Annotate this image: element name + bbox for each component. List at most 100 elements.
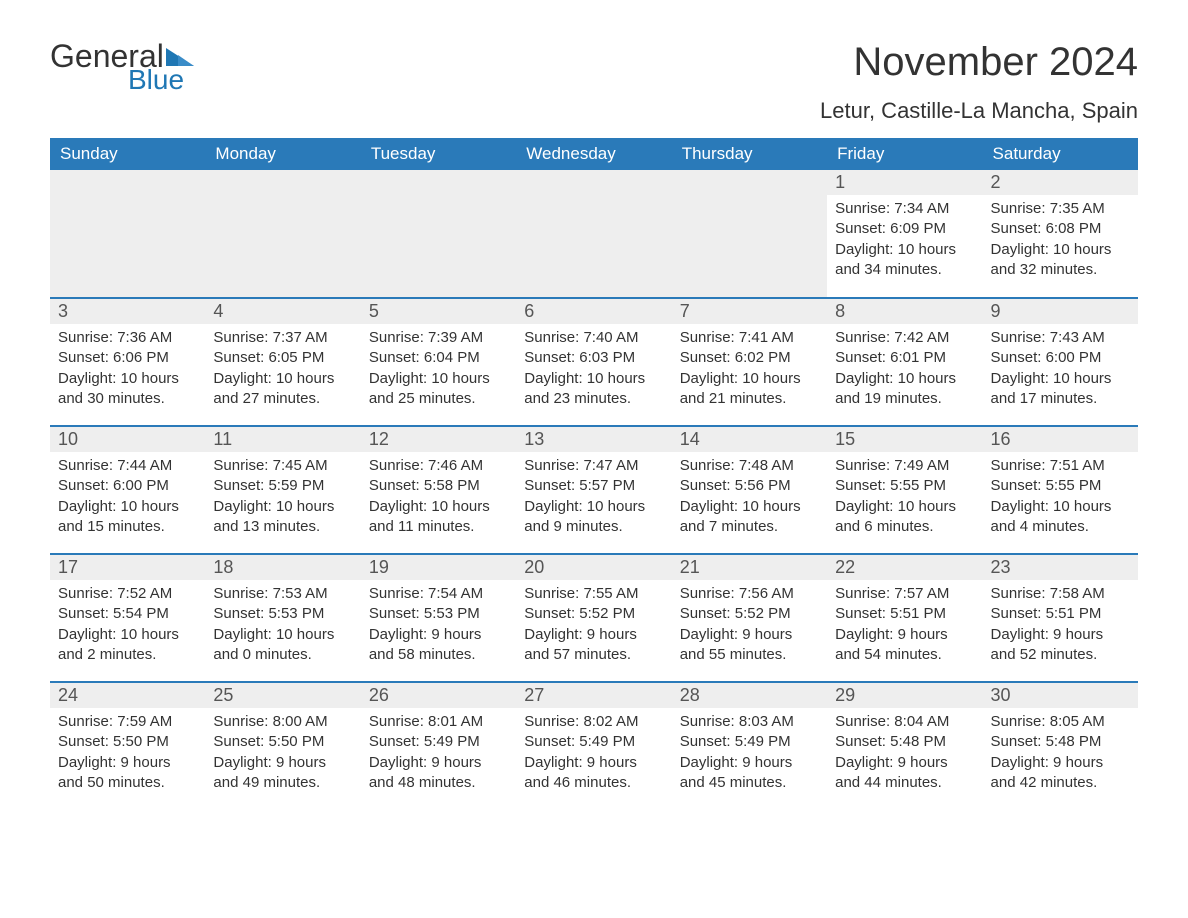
day-number: 11 [205,427,360,452]
sunset-line: Sunset: 6:08 PM [991,220,1102,237]
day-content: Sunrise: 7:57 AMSunset: 5:51 PMDaylight:… [827,580,982,679]
daylight-line: Daylight: 9 hoursand 55 minutes. [680,626,793,663]
day-content: Sunrise: 7:54 AMSunset: 5:53 PMDaylight:… [361,580,516,679]
calendar-week: 24Sunrise: 7:59 AMSunset: 5:50 PMDayligh… [50,682,1138,810]
sunrise-line: Sunrise: 7:57 AM [835,585,949,602]
header-row: General Blue November 2024 [50,40,1138,94]
day-content: Sunrise: 7:43 AMSunset: 6:00 PMDaylight:… [983,324,1138,423]
day-number: 25 [205,683,360,708]
day-content: Sunrise: 7:37 AM Sunset: 6:05 PM Daylight:… [205,324,360,423]
calendar-day: 21Sunrise: 7:56 AMSunset: 5:52 PMDayligh… [672,554,827,682]
day-content: Sunrise: 7:59 AMSunset: 5:50 PMDaylight:… [50,708,205,807]
day-content: Sunrise: 8:00 AMSunset: 5:50 PMDaylight:… [205,708,360,807]
sunrise-line: Sunrise: 8:01 AM [369,713,483,730]
day-content: Sunrise: 7:48 AM Sunset: 5:56 PM Daylight:… [672,452,827,551]
calendar-day: 19Sunrise: 7:54 AMSunset: 5:53 PMDayligh… [361,554,516,682]
day-content: Sunrise: 7:56 AMSunset: 5:52 PMDaylight:… [672,580,827,679]
sunset-line: Sunset: 6:03 PM [524,349,635,366]
calendar-day: 2Sunrise: 7:35 AMSunset: 6:08 PMDaylight… [983,170,1138,298]
sunset-line: Sunset: 5:49 PM [369,733,480,750]
sunset-line: Sunset: 6:06 PM [58,349,169,366]
sunrise-line: Sunrise: 8:02 AM [524,713,638,730]
calendar-day-empty [672,170,827,298]
day-number: 29 [827,683,982,708]
sunset-line: Sunset: 5:48 PM [991,733,1102,750]
sunrise-line: Sunrise: 7:37 AM [213,329,327,346]
weekday-header: Thursday [672,138,827,170]
sunrise-line: Sunrise: 7:49 AM [835,457,949,474]
sunrise-line: Sunrise: 8:05 AM [991,713,1105,730]
sunrise-line: Sunrise: 7:34 AM [835,200,949,217]
day-content: Sunrise: 8:03 AMSunset: 5:49 PMDaylight:… [672,708,827,807]
day-content: Sunrise: 7:35 AM Sunset: 6:08 PM Daylight:… [983,195,1138,294]
sunrise-line: Sunrise: 8:04 AM [835,713,949,730]
sunset-line: Sunset: 6:00 PM [991,349,1102,366]
daylight-line: Daylight: 10 hoursand 27 minutes. [213,370,334,407]
day-number: 10 [50,427,205,452]
weekday-header: Friday [827,138,982,170]
calendar-day: 17Sunrise: 7:52 AMSunset: 5:54 PMDayligh… [50,554,205,682]
calendar-day-empty [361,170,516,298]
sunset-line: Sunset: 6:05 PM [213,349,324,366]
day-number: 19 [361,555,516,580]
day-content: Sunrise: 7:58 AMSunset: 5:51 PMDaylight:… [983,580,1138,679]
weekday-header: Saturday [983,138,1138,170]
sunrise-line: Sunrise: 7:36 AM [58,329,172,346]
sunset-line: Sunset: 6:09 PM [835,220,946,237]
calendar-day: 30Sunrise: 8:05 AMSunset: 5:48 PMDayligh… [983,682,1138,810]
sunset-line: Sunset: 6:01 PM [835,349,946,366]
calendar-day: 8Sunrise: 7:42 AMSunset: 6:01 PMDaylight… [827,298,982,426]
day-content: Sunrise: 7:51 AMSunset: 5:55 PMDaylight:… [983,452,1138,551]
day-content: Sunrise: 7:45 AMSunset: 5:59 PMDaylight:… [205,452,360,551]
sunrise-line: Sunrise: 7:35 AM [991,200,1105,217]
daylight-line: Daylight: 10 hoursand 7 minutes. [680,498,801,535]
day-number: 24 [50,683,205,708]
daylight-line: Daylight: 10 hoursand 32 minutes. [991,241,1112,278]
calendar-day: 3Sunrise: 7:36 AMSunset: 6:06 PMDaylight… [50,298,205,426]
daylight-line: Daylight: 10 hoursand 4 minutes. [991,498,1112,535]
sunset-line: Sunset: 5:50 PM [58,733,169,750]
daylight-line: Daylight: 9 hoursand 46 minutes. [524,754,637,791]
day-number: 21 [672,555,827,580]
calendar-week: 10Sunrise: 7:44 AMSunset: 6:00 PMDayligh… [50,426,1138,554]
day-number: 4 [205,299,360,324]
calendar-day: 18Sunrise: 7:53 AMSunset: 5:53 PMDayligh… [205,554,360,682]
day-number: 1 [827,170,982,195]
day-number: 6 [516,299,671,324]
daylight-line: Daylight: 10 hoursand 11 minutes. [369,498,490,535]
calendar-day: 29Sunrise: 8:04 AMSunset: 5:48 PMDayligh… [827,682,982,810]
calendar-day: 22Sunrise: 7:57 AMSunset: 5:51 PMDayligh… [827,554,982,682]
calendar-header: SundayMondayTuesdayWednesdayThursdayFrid… [50,138,1138,170]
day-number: 27 [516,683,671,708]
daylight-line: Daylight: 9 hoursand 44 minutes. [835,754,948,791]
calendar-body: 1 Sunrise: 7:34 AM Sunset: 6:09 PM Daylight… [50,170,1138,810]
day-content: Sunrise: 7:44 AMSunset: 6:00 PMDaylight:… [50,452,205,551]
daylight-line: Daylight: 10 hoursand 0 minutes. [213,626,334,663]
daylight-line: Daylight: 9 hoursand 54 minutes. [835,626,948,663]
sunset-line: Sunset: 5:55 PM [991,477,1102,494]
daylight-line: Daylight: 9 hoursand 48 minutes. [369,754,482,791]
weekday-header: Wednesday [516,138,671,170]
sunset-line: Sunset: 5:49 PM [680,733,791,750]
daylight-line: Daylight: 10 hoursand 6 minutes. [835,498,956,535]
calendar-week: 1 Sunrise: 7:34 AM Sunset: 6:09 PM Daylight… [50,170,1138,298]
sunrise-line: Sunrise: 8:03 AM [680,713,794,730]
day-content: Sunrise: 7:34 AMSunset: 6:09 PMDaylight:… [827,195,982,294]
calendar-day: 23Sunrise: 7:58 AMSunset: 5:51 PMDayligh… [983,554,1138,682]
calendar-day: 7Sunrise: 7:41 AMSunset: 6:02 PMDaylight… [672,298,827,426]
calendar-day: 9Sunrise: 7:43 AMSunset: 6:00 PMDaylight… [983,298,1138,426]
daylight-line: Daylight: 10 hoursand 25 minutes. [369,370,490,407]
day-content: Sunrise: 7:46 AMSunset: 5:58 PMDaylight:… [361,452,516,551]
daylight-line: Daylight: 10 hoursand 23 minutes. [524,370,645,407]
sunset-line: Sunset: 5:56 PM [680,477,791,494]
page-subtitle: Letur, Castille-La Mancha, Spain [50,98,1138,124]
day-content: Sunrise: 7:41 AMSunset: 6:02 PMDaylight:… [672,324,827,423]
sunset-line: Sunset: 5:53 PM [369,605,480,622]
day-content: Sunrise: 7:52 AMSunset: 5:54 PMDaylight:… [50,580,205,679]
daylight-line: Daylight: 10 hoursand 17 minutes. [991,370,1112,407]
day-content: Sunrise: 7:40 AMSunset: 6:03 PMDaylight:… [516,324,671,423]
calendar-day-empty [516,170,671,298]
daylight-line: Daylight: 10 hoursand 21 minutes. [680,370,801,407]
sunrise-line: Sunrise: 7:48 AM [680,457,794,474]
sunrise-line: Sunrise: 7:54 AM [369,585,483,602]
